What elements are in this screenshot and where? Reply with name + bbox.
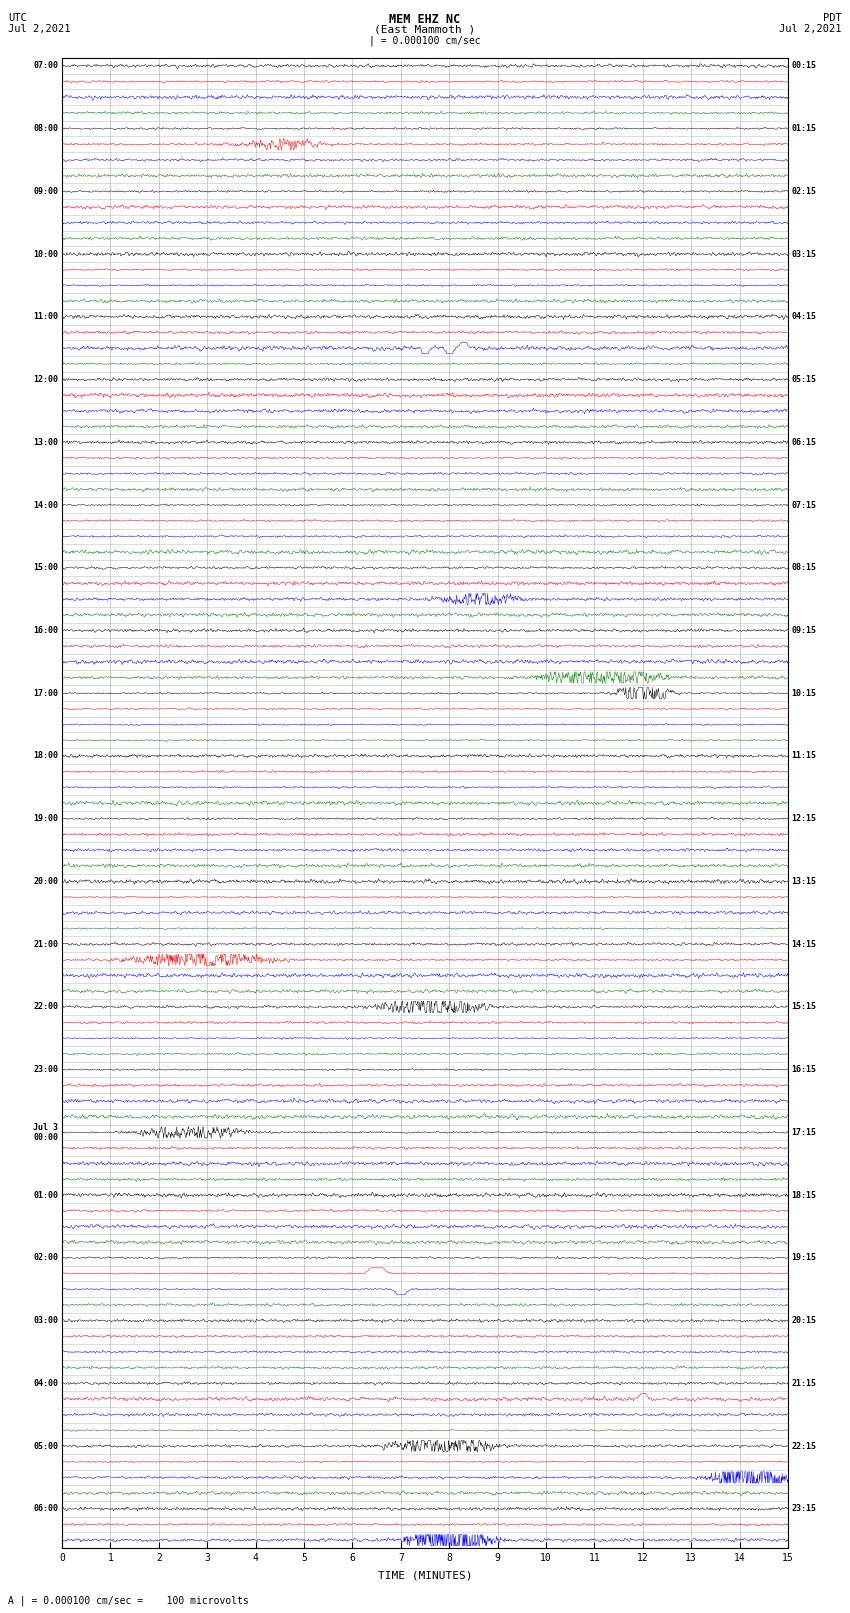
Text: 08:00: 08:00 — [33, 124, 59, 134]
Text: TIME (MINUTES): TIME (MINUTES) — [377, 1569, 473, 1581]
Text: PDT: PDT — [823, 13, 842, 23]
Text: 19:15: 19:15 — [791, 1253, 817, 1263]
Text: 02:15: 02:15 — [791, 187, 817, 195]
Text: UTC: UTC — [8, 13, 27, 23]
Text: 12:15: 12:15 — [791, 815, 817, 823]
Text: 22:00: 22:00 — [33, 1002, 59, 1011]
Text: Jul 3
00:00: Jul 3 00:00 — [33, 1123, 59, 1142]
Text: 07:00: 07:00 — [33, 61, 59, 71]
Text: 07:15: 07:15 — [791, 500, 817, 510]
Text: 23:15: 23:15 — [791, 1505, 817, 1513]
Text: 18:15: 18:15 — [791, 1190, 817, 1200]
Text: 13:00: 13:00 — [33, 437, 59, 447]
Text: Jul 2,2021: Jul 2,2021 — [779, 24, 842, 34]
Text: 10:15: 10:15 — [791, 689, 817, 698]
Text: 19:00: 19:00 — [33, 815, 59, 823]
Text: 04:15: 04:15 — [791, 313, 817, 321]
Text: 08:15: 08:15 — [791, 563, 817, 573]
Text: 20:00: 20:00 — [33, 877, 59, 886]
Text: 12:00: 12:00 — [33, 376, 59, 384]
Text: 05:15: 05:15 — [791, 376, 817, 384]
Text: 17:15: 17:15 — [791, 1127, 817, 1137]
Text: 18:00: 18:00 — [33, 752, 59, 760]
Text: 11:00: 11:00 — [33, 313, 59, 321]
Text: 11:15: 11:15 — [791, 752, 817, 760]
Text: 16:15: 16:15 — [791, 1065, 817, 1074]
Text: 09:00: 09:00 — [33, 187, 59, 195]
Text: 23:00: 23:00 — [33, 1065, 59, 1074]
Text: 00:15: 00:15 — [791, 61, 817, 71]
Text: 02:00: 02:00 — [33, 1253, 59, 1263]
Text: 03:00: 03:00 — [33, 1316, 59, 1324]
Text: 22:15: 22:15 — [791, 1442, 817, 1450]
Text: 14:00: 14:00 — [33, 500, 59, 510]
Text: Jul 2,2021: Jul 2,2021 — [8, 24, 71, 34]
Text: 10:00: 10:00 — [33, 250, 59, 258]
Text: 05:00: 05:00 — [33, 1442, 59, 1450]
Text: 04:00: 04:00 — [33, 1379, 59, 1387]
Text: 03:15: 03:15 — [791, 250, 817, 258]
Text: 17:00: 17:00 — [33, 689, 59, 698]
Text: 06:15: 06:15 — [791, 437, 817, 447]
Text: 15:00: 15:00 — [33, 563, 59, 573]
Text: 15:15: 15:15 — [791, 1002, 817, 1011]
Text: 09:15: 09:15 — [791, 626, 817, 636]
Text: 01:00: 01:00 — [33, 1190, 59, 1200]
Text: 21:00: 21:00 — [33, 940, 59, 948]
Text: 20:15: 20:15 — [791, 1316, 817, 1324]
Text: 01:15: 01:15 — [791, 124, 817, 134]
Text: | = 0.000100 cm/sec: | = 0.000100 cm/sec — [369, 35, 481, 47]
Text: 16:00: 16:00 — [33, 626, 59, 636]
Text: 14:15: 14:15 — [791, 940, 817, 948]
Text: A | = 0.000100 cm/sec =    100 microvolts: A | = 0.000100 cm/sec = 100 microvolts — [8, 1595, 249, 1607]
Text: MEM EHZ NC: MEM EHZ NC — [389, 13, 461, 26]
Text: 13:15: 13:15 — [791, 877, 817, 886]
Text: 06:00: 06:00 — [33, 1505, 59, 1513]
Text: (East Mammoth ): (East Mammoth ) — [374, 24, 476, 34]
Text: 21:15: 21:15 — [791, 1379, 817, 1387]
